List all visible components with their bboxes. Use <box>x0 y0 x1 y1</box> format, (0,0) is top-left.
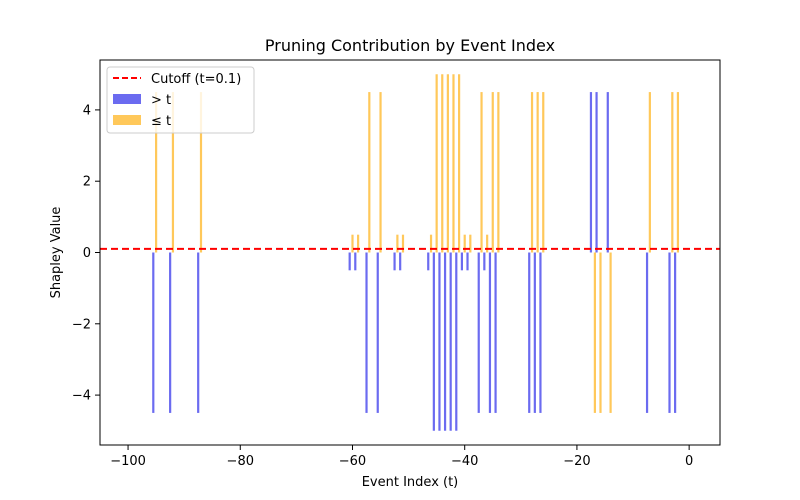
bar-below-22 <box>536 92 539 253</box>
y-tick-label: 4 <box>83 103 91 118</box>
bar-above-7 <box>393 252 396 271</box>
bar-below-29 <box>676 92 680 253</box>
bar-below-7 <box>396 234 399 253</box>
bar-below-2 <box>199 92 203 253</box>
bar-above-28 <box>668 252 671 413</box>
bar-below-11 <box>441 74 444 253</box>
bar-above-16 <box>466 252 469 271</box>
bar-below-6 <box>379 92 382 253</box>
x-tick-label: −80 <box>227 454 254 469</box>
bar-below-5 <box>368 92 371 253</box>
bar-above-17 <box>477 252 480 413</box>
bar-above-5 <box>365 252 368 413</box>
bar-above-24 <box>589 92 593 253</box>
bar-below-23 <box>542 92 545 253</box>
bar-below-18 <box>486 234 489 253</box>
bar-above-23 <box>539 252 542 413</box>
legend-above-swatch <box>113 94 141 104</box>
bar-below-25 <box>599 252 602 413</box>
bar-below-24 <box>593 252 596 413</box>
x-tick-label: −60 <box>339 454 366 469</box>
bar-below-3 <box>351 234 354 253</box>
bar-above-21 <box>528 252 531 413</box>
bar-above-4 <box>354 252 357 271</box>
bar-above-11 <box>438 252 441 431</box>
bar-above-0 <box>152 252 155 413</box>
bar-below-27 <box>648 92 651 253</box>
bar-above-1 <box>169 252 172 413</box>
y-tick-label: 2 <box>83 175 91 190</box>
bar-above-14 <box>455 252 458 431</box>
x-tick-label: −100 <box>110 454 146 469</box>
bar-below-21 <box>530 92 534 253</box>
bar-above-3 <box>348 252 351 271</box>
legend: Cutoff (t=0.1) > t ≤ t <box>106 66 255 134</box>
legend-above-label: > t <box>151 93 171 108</box>
y-tick-label: −2 <box>72 317 91 332</box>
legend-below-swatch <box>113 115 141 125</box>
bars-layer <box>152 74 680 431</box>
bar-above-29 <box>674 252 677 413</box>
bar-above-9 <box>427 252 430 271</box>
bar-below-28 <box>671 92 674 253</box>
bar-below-17 <box>480 92 483 253</box>
y-axis-label: Shapley Value <box>49 207 64 299</box>
x-tick-label: 0 <box>685 454 693 469</box>
bar-below-1 <box>171 92 175 253</box>
bar-below-8 <box>401 234 405 253</box>
bar-above-27 <box>645 252 649 413</box>
bar-above-26 <box>606 92 609 253</box>
x-axis-label: Event Index (t) <box>362 475 459 490</box>
bar-above-19 <box>488 252 492 413</box>
bar-above-20 <box>494 252 497 413</box>
bar-above-2 <box>197 252 200 413</box>
bar-below-26 <box>609 252 612 413</box>
y-tick-label: −4 <box>72 389 91 404</box>
bar-below-20 <box>497 92 500 253</box>
bar-above-10 <box>432 252 435 431</box>
bar-above-13 <box>449 252 452 431</box>
legend-cutoff-label: Cutoff (t=0.1) <box>151 72 241 87</box>
bar-below-4 <box>357 234 360 253</box>
bar-above-25 <box>595 92 598 253</box>
chart-title: Pruning Contribution by Event Index <box>265 36 555 55</box>
bar-below-9 <box>429 234 433 253</box>
bar-above-12 <box>443 252 447 431</box>
bar-above-15 <box>460 252 463 271</box>
bar-below-15 <box>463 234 466 253</box>
y-ticks: −4 −2 0 2 4 <box>72 103 100 404</box>
x-ticks: −100 −80 −60 −40 −20 0 <box>110 445 693 469</box>
bar-below-14 <box>458 74 461 253</box>
bar-above-22 <box>533 252 536 413</box>
y-tick-label: 0 <box>83 246 91 261</box>
legend-box <box>106 66 255 134</box>
bar-above-6 <box>376 252 379 413</box>
bar-below-0 <box>155 92 158 253</box>
bar-above-8 <box>399 252 402 271</box>
bar-above-18 <box>483 252 486 271</box>
x-tick-label: −40 <box>451 454 478 469</box>
bar-below-10 <box>435 74 438 253</box>
bar-below-19 <box>491 92 494 253</box>
bar-below-16 <box>469 234 472 253</box>
bar-below-12 <box>446 74 449 253</box>
bar-below-13 <box>452 74 455 253</box>
x-tick-label: −20 <box>563 454 590 469</box>
legend-below-label: ≤ t <box>151 114 171 129</box>
